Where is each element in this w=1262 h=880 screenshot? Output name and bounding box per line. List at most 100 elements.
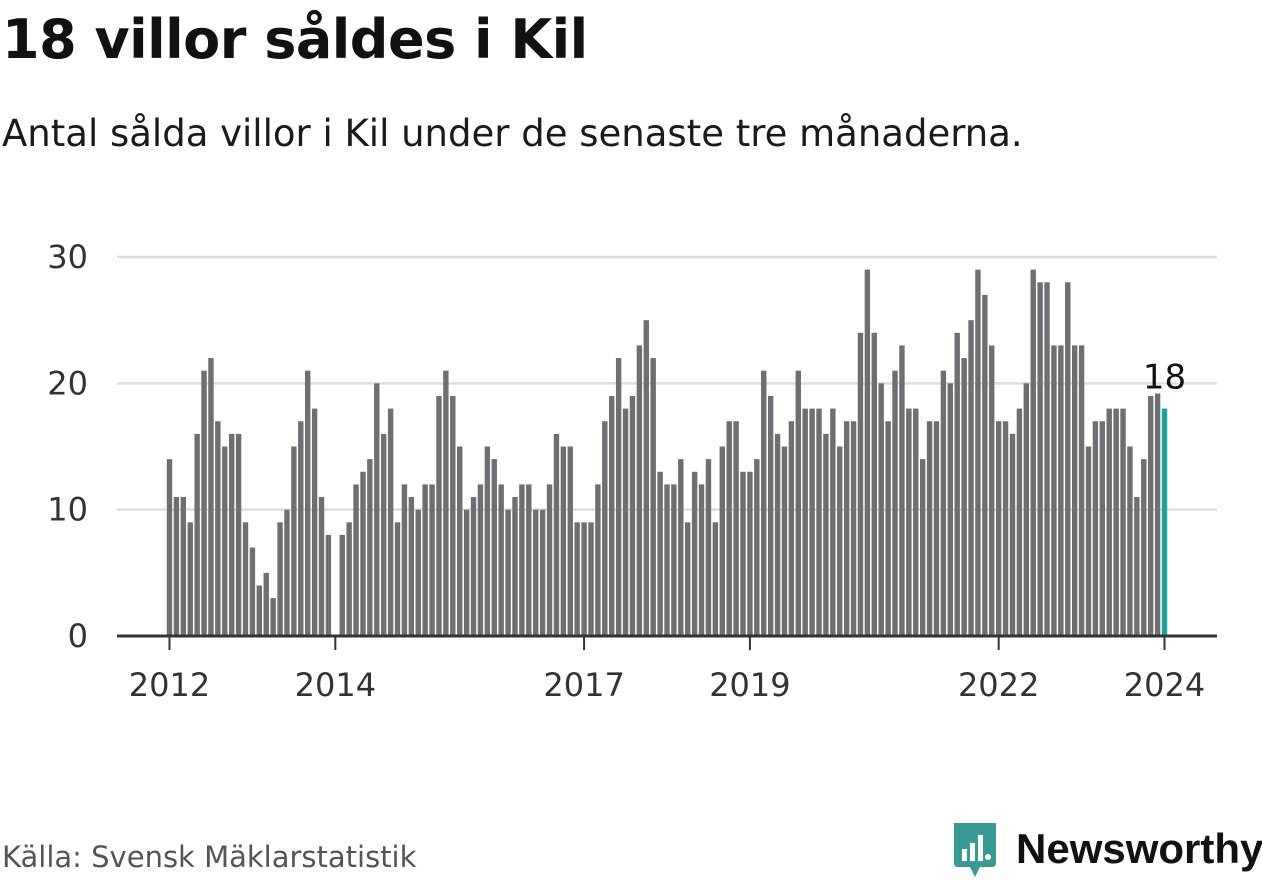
- bar: [878, 383, 884, 636]
- bar: [1085, 446, 1092, 636]
- bar: [691, 471, 698, 636]
- bar: [871, 332, 877, 636]
- bar: [367, 459, 373, 636]
- bar: [394, 522, 401, 636]
- chart-subtitle: Antal sålda villor i Kil under de senast…: [2, 112, 1023, 155]
- bar: [263, 572, 269, 636]
- bar: [1092, 421, 1099, 636]
- bar: [270, 598, 276, 636]
- bar: [1009, 433, 1016, 636]
- y-tick-label: 0: [68, 617, 88, 655]
- bar: [533, 509, 539, 636]
- bar: [968, 320, 974, 636]
- bar: [864, 269, 871, 636]
- bar: [989, 345, 995, 636]
- bar: [512, 497, 518, 636]
- bar: [781, 446, 788, 636]
- x-tick-label: 2017: [543, 666, 624, 704]
- bar: [360, 471, 366, 636]
- bar: [291, 446, 297, 636]
- bar: [166, 459, 173, 636]
- bar: [1044, 282, 1050, 636]
- bar: [823, 433, 829, 636]
- bar: [602, 421, 608, 636]
- bar: [284, 509, 290, 636]
- bar: [685, 522, 691, 636]
- bar: [892, 370, 898, 636]
- x-tick-label: 2012: [129, 666, 210, 704]
- bar: [636, 345, 643, 636]
- bar: [1071, 345, 1078, 636]
- bar: [657, 471, 663, 636]
- bar: [298, 421, 304, 636]
- bar: [1030, 269, 1036, 636]
- bar: [975, 269, 981, 636]
- bar: [235, 433, 242, 636]
- bar: [553, 433, 560, 636]
- bar: [1099, 421, 1106, 636]
- bar: [802, 408, 808, 636]
- bar: [242, 522, 249, 636]
- newsworthy-logo: Newsworthy: [950, 818, 1262, 880]
- bar: [761, 370, 767, 636]
- newsworthy-logo-icon: [954, 823, 996, 877]
- bar: [1065, 282, 1071, 636]
- bar: [913, 408, 919, 636]
- bar: [1078, 345, 1085, 636]
- bar: [767, 395, 774, 636]
- bar: [457, 446, 463, 636]
- bar: [982, 294, 988, 636]
- bar: [622, 408, 629, 636]
- bar: [1058, 345, 1064, 636]
- y-tick-label: 10: [47, 491, 88, 529]
- highlight-value-label: 18: [1143, 358, 1186, 398]
- bar: [837, 446, 843, 636]
- bar: [1120, 408, 1126, 636]
- bar: [588, 522, 594, 636]
- bar: [346, 522, 352, 636]
- bar: [885, 421, 891, 636]
- source-note: Källa: Svensk Mäklarstatistik: [2, 840, 417, 874]
- bar: [436, 395, 442, 636]
- bar: [519, 484, 525, 636]
- bar: [830, 408, 836, 636]
- bar: [1037, 282, 1043, 636]
- bar: [906, 408, 912, 636]
- bar: [698, 484, 705, 636]
- bar: [194, 433, 200, 636]
- bar: [546, 484, 553, 636]
- bar: [1016, 408, 1023, 636]
- bar: [843, 421, 850, 636]
- bar: [408, 497, 415, 636]
- y-tick-label: 30: [47, 238, 88, 276]
- bar: [1147, 395, 1154, 636]
- bar: [629, 395, 636, 636]
- bar: [947, 383, 953, 636]
- bar: [809, 408, 815, 636]
- bar: [470, 497, 477, 636]
- bar: [201, 370, 207, 636]
- x-tick-label: 2022: [958, 666, 1039, 704]
- bar: [443, 370, 449, 636]
- bar: [795, 370, 801, 636]
- bar: [526, 484, 532, 636]
- bar: [325, 534, 332, 636]
- bar: [381, 433, 387, 636]
- bar: [567, 446, 573, 636]
- bar: [740, 471, 746, 636]
- bar: [733, 421, 739, 636]
- bar: [664, 484, 670, 636]
- bar: [339, 534, 345, 636]
- bar: [954, 332, 960, 636]
- bar: [187, 522, 193, 636]
- bar: [1154, 393, 1161, 636]
- bar: [1106, 408, 1112, 636]
- bar: [615, 358, 622, 636]
- bar: [719, 446, 725, 636]
- bar: [539, 509, 546, 636]
- bar: [222, 446, 228, 636]
- bar: [228, 433, 235, 636]
- bar: [857, 332, 864, 636]
- bar: [353, 484, 359, 636]
